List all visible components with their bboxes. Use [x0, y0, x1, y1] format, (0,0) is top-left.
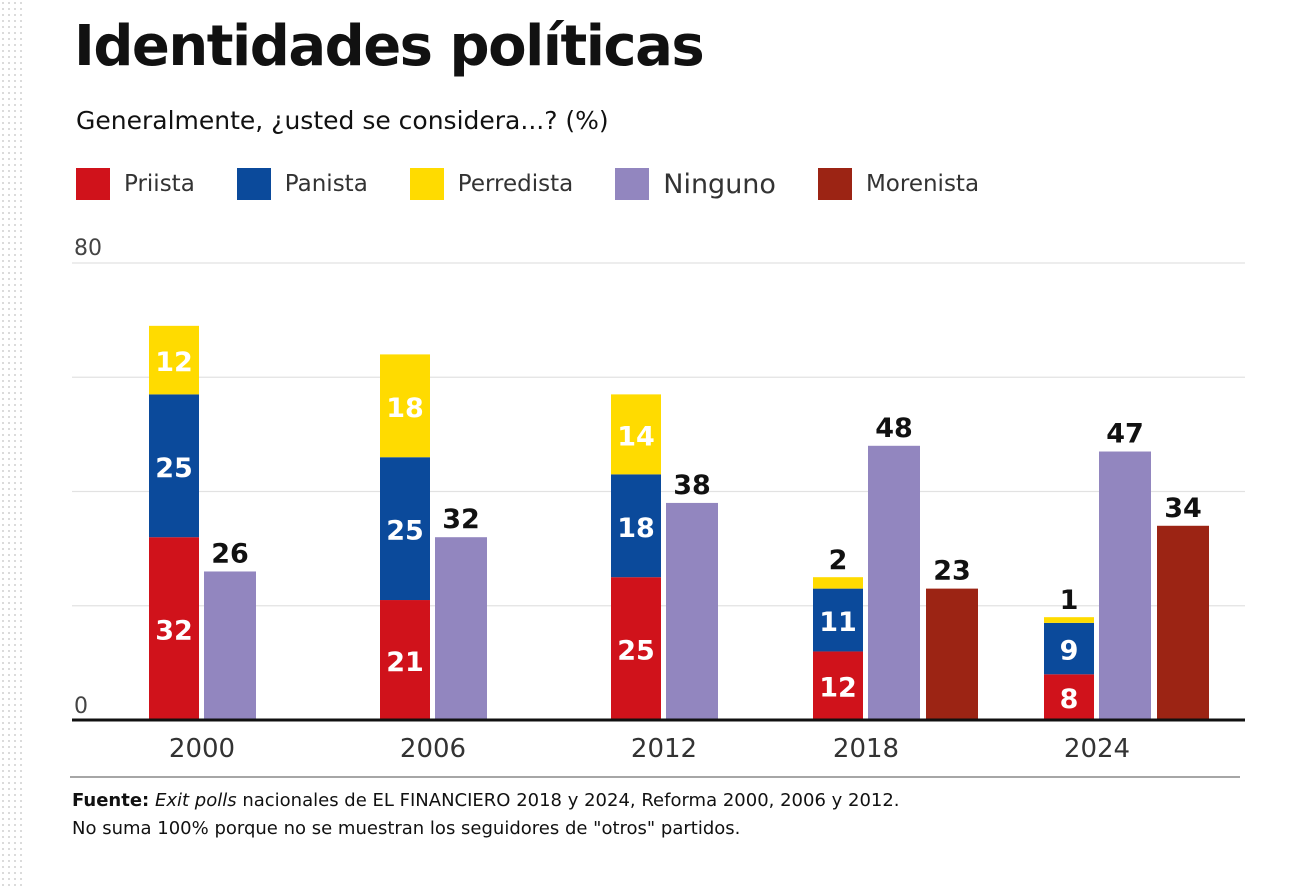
- source-italic: Exit polls: [154, 790, 237, 811]
- bar-panista: [380, 457, 430, 601]
- legend: Priista Panista Perredista Ninguno Morenista: [76, 168, 1021, 200]
- data-label: 18: [617, 513, 655, 544]
- bar-morenista: [926, 588, 978, 720]
- legend-item: Priista: [76, 168, 195, 200]
- bar-ninguno: [1099, 451, 1151, 720]
- legend-label: Priista: [124, 171, 195, 197]
- legend-swatch: [817, 168, 852, 200]
- dotted-border: [0, 0, 26, 887]
- y-tick-label: 80: [74, 236, 102, 261]
- data-label: 32: [442, 504, 480, 535]
- legend-item: Perredista: [409, 168, 574, 200]
- bar-perredista: [611, 394, 661, 475]
- data-label: 23: [933, 556, 971, 587]
- data-label: 14: [617, 421, 655, 452]
- legend-item: Morenista: [817, 168, 980, 200]
- data-label: 34: [1164, 493, 1202, 524]
- data-label: 48: [875, 413, 913, 444]
- footer: Fuente: Exit polls nacionales de EL FINA…: [72, 787, 900, 843]
- y-tick-label: 0: [74, 694, 88, 719]
- x-tick-label: 2018: [833, 734, 899, 764]
- bar-panista: [611, 474, 661, 578]
- x-tick-label: 2006: [400, 734, 466, 764]
- data-label: 21: [386, 647, 424, 678]
- bar-perredista: [813, 577, 863, 589]
- x-tick-label: 2024: [1064, 734, 1130, 764]
- data-label: 25: [617, 636, 655, 667]
- data-label: 9: [1060, 636, 1079, 667]
- bar-perredista: [1044, 617, 1094, 623]
- legend-swatch: [409, 168, 444, 200]
- bar-panista: [149, 394, 199, 538]
- legend-item: Panista: [236, 168, 368, 200]
- bar-ninguno: [666, 502, 718, 720]
- legend-label: Morenista: [865, 171, 980, 197]
- bar-priista: [1044, 674, 1094, 720]
- legend-swatch: [236, 168, 271, 200]
- legend-swatch: [76, 168, 110, 200]
- data-label: 1: [1060, 585, 1079, 616]
- data-label: 12: [819, 673, 857, 704]
- source-line: Fuente: Exit polls nacionales de EL FINA…: [72, 787, 900, 815]
- legend-swatch: [615, 168, 650, 200]
- bar-panista: [813, 588, 863, 652]
- legend-label: Panista: [284, 171, 368, 197]
- chart-title: Identidades políticas: [74, 14, 705, 79]
- legend-label: Ninguno: [663, 168, 776, 200]
- legend-item: Ninguno: [615, 168, 776, 200]
- bar-ninguno: [435, 537, 487, 720]
- data-label: 25: [155, 453, 193, 484]
- bar-priista: [380, 600, 430, 720]
- bar-priista: [149, 537, 199, 720]
- footer-note: No suma 100% porque no se muestran los s…: [72, 818, 741, 839]
- source-label: Fuente:: [72, 790, 150, 811]
- data-label: 2: [829, 545, 848, 576]
- data-label: 25: [386, 516, 424, 547]
- data-label: 11: [819, 607, 857, 638]
- bar-chart: 8003225122620002125183220062518143820121…: [70, 236, 1245, 778]
- x-tick-label: 2012: [631, 734, 697, 764]
- bar-priista: [611, 577, 661, 720]
- x-tick-label: 2000: [169, 734, 235, 764]
- data-label: 8: [1060, 684, 1079, 715]
- bar-ninguno: [204, 571, 256, 720]
- chart-subtitle: Generalmente, ¿usted se considera...? (%…: [76, 106, 609, 135]
- data-label: 12: [155, 347, 193, 378]
- data-label: 38: [673, 470, 711, 501]
- data-label: 47: [1106, 419, 1144, 450]
- data-label: 32: [155, 616, 193, 647]
- source-text: nacionales de EL FINANCIERO 2018 y 2024,…: [236, 790, 900, 811]
- bar-ninguno: [868, 445, 920, 720]
- legend-label: Perredista: [457, 171, 574, 197]
- bar-perredista: [149, 325, 199, 395]
- data-label: 26: [211, 538, 249, 569]
- data-label: 18: [386, 393, 424, 424]
- bar-priista: [813, 651, 863, 720]
- bar-morenista: [1157, 525, 1209, 720]
- bar-perredista: [380, 354, 430, 458]
- bar-panista: [1044, 622, 1094, 675]
